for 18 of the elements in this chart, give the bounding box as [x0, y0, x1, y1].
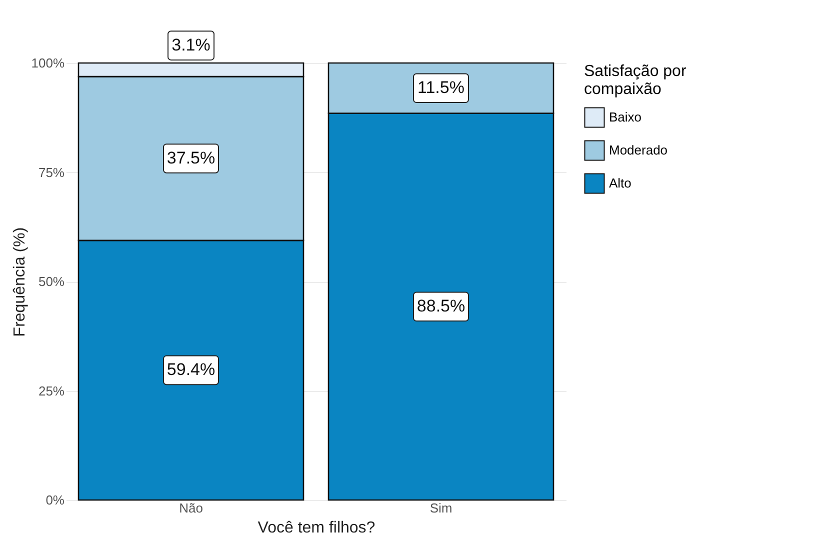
- y-tick-label: 75%: [38, 164, 65, 180]
- data-label: 3.1%: [172, 36, 210, 55]
- legend-title: Satisfação por compaixão: [584, 63, 687, 98]
- data-label: 59.4%: [166, 360, 216, 380]
- x-tick-label: Não: [179, 500, 203, 516]
- y-tick-label: 25%: [38, 383, 65, 398]
- data-label: 11.5%: [418, 78, 464, 98]
- y-tick-label: 0%: [46, 492, 65, 508]
- legend-label: Moderado: [609, 142, 668, 158]
- x-tick-label: Sim: [430, 500, 452, 516]
- legend-label: Alto: [609, 176, 632, 190]
- x-axis-title: Você tem filhos?: [258, 520, 376, 536]
- y-tick-label: 50%: [38, 274, 65, 289]
- data-label: 88.5%: [416, 296, 466, 316]
- y-axis-title: Frequência (%): [11, 227, 28, 337]
- legend-label: Baixo: [609, 110, 642, 124]
- y-tick-label: 100%: [31, 56, 65, 70]
- data-label: 37.5%: [166, 148, 216, 168]
